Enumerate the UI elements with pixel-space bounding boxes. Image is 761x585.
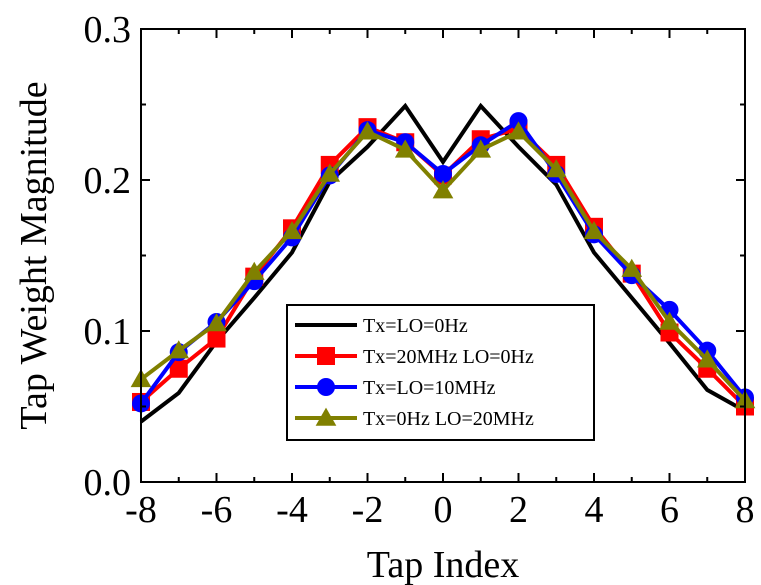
data-point: [281, 220, 303, 240]
y-axis-title: Tap Weight Magnitude: [13, 81, 55, 429]
data-point: [434, 164, 452, 183]
x-tick-label: 6: [660, 489, 679, 531]
x-tick-label: -4: [276, 489, 308, 531]
legend-label: Tx=20MHz LO=0Hz: [363, 346, 534, 368]
legend: Tx=LO=0Hz Tx=20MHz LO=0Hz Tx=LO=10MHz Tx=0H…: [286, 304, 595, 441]
x-tick-label: 8: [736, 489, 755, 531]
data-point: [357, 121, 378, 140]
legend-entry-3: Tx=LO=10MHz: [295, 377, 496, 399]
data-point: [583, 220, 605, 240]
data-point: [696, 349, 718, 368]
legend-label: Tx=0Hz LO=20MHz: [363, 408, 534, 430]
x-tick-label: 2: [509, 489, 528, 531]
series-1: [139, 102, 746, 424]
y-tick-label: 0.1: [84, 311, 132, 353]
legend-entry-4: Tx=0Hz LO=20MHz: [295, 407, 534, 430]
data-point: [508, 121, 529, 140]
data-point: [168, 340, 190, 359]
legend-swatch-marker: [317, 347, 335, 365]
data-point: [432, 180, 454, 199]
data-point: [509, 112, 528, 131]
series-line: [139, 102, 746, 424]
data-point: [470, 139, 492, 158]
data-point: [394, 139, 416, 158]
data-point: [659, 311, 680, 330]
plot-area: [130, 102, 756, 424]
legend-label: Tx=LO=0Hz: [363, 315, 468, 337]
legend-swatch-marker: [317, 378, 335, 396]
y-tick-label: 0.0: [84, 462, 132, 504]
data-point: [169, 359, 188, 378]
x-tick-label: 4: [585, 489, 604, 531]
x-tick-label: -2: [352, 489, 384, 531]
data-point: [207, 329, 226, 348]
data-point: [243, 261, 265, 280]
axes: -8 -6 -4 -2 0 2 4 6 8 0.0 0.1 0.2 0.3: [84, 9, 755, 531]
data-point: [206, 313, 227, 332]
legend-swatch-marker: [315, 407, 337, 426]
x-tick-label: -6: [201, 489, 233, 531]
x-tick-label: -8: [125, 489, 157, 531]
legend-label: Tx=LO=10MHz: [363, 377, 496, 399]
data-point: [621, 258, 643, 277]
y-tick-label: 0.3: [84, 9, 132, 51]
legend-entry-1: Tx=LO=0Hz: [295, 315, 468, 337]
data-point: [319, 163, 341, 182]
x-axis-title: Tap Index: [367, 544, 519, 585]
legend-entry-2: Tx=20MHz LO=0Hz: [295, 346, 534, 368]
x-tick-label: 0: [434, 489, 453, 531]
y-tick-label: 0.2: [84, 160, 132, 202]
data-point: [545, 159, 567, 178]
